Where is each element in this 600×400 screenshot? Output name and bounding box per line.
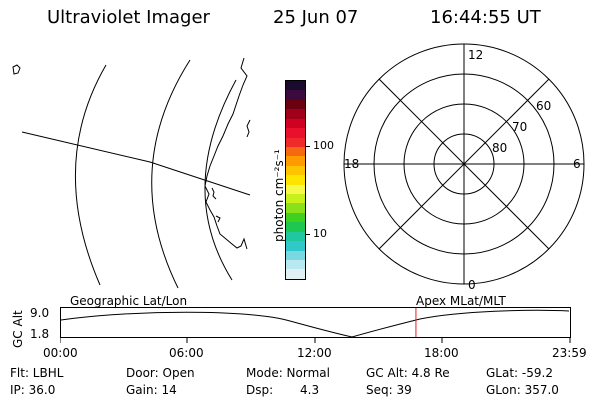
colorbar-segment [286, 118, 305, 129]
timeline-x-tick: 23:59 [552, 346, 587, 360]
colorbar-segment [286, 222, 305, 232]
map-grid-arc [151, 59, 191, 289]
colorbar-segment [286, 137, 305, 147]
seq-status: Seq: 39 [366, 383, 412, 397]
colorbar-tick-mark [306, 234, 310, 235]
ip-status: IP: 36.0 [10, 383, 56, 397]
polar-label-ring60: 60 [536, 99, 551, 113]
geographic-map [12, 57, 251, 289]
dsp-value: 4.3 [300, 383, 320, 397]
door-status: Door: Open [126, 366, 195, 380]
colorbar-segment [286, 109, 305, 119]
colorbar-segment [286, 260, 305, 270]
colorbar-segment [286, 231, 305, 242]
instrument-title: Ultraviolet Imager [47, 7, 210, 28]
polar-diagonal [378, 78, 550, 250]
colorbar-tick-label: 100 [313, 139, 334, 152]
map-coastline [204, 57, 248, 250]
colorbar-segment [286, 146, 305, 157]
colorbar-unit-label: photon cm⁻²s⁻¹ [272, 149, 286, 242]
timeline-x-tick: 12:00 [297, 346, 332, 360]
colorbar-segment [286, 99, 305, 110]
colorbar-segment [286, 184, 305, 195]
map-coastline [215, 215, 221, 223]
colorbar-segment [286, 128, 305, 138]
colorbar [285, 80, 306, 280]
timeline-x-tick: 18:00 [424, 346, 459, 360]
timeline-plot [60, 307, 571, 343]
map-grid-arc [204, 79, 237, 281]
geographic-label: Geographic Lat/Lon [70, 294, 188, 308]
colorbar-segment [286, 90, 305, 100]
dsp-label: Dsp: [246, 383, 274, 397]
date-label: 25 Jun 07 [273, 7, 359, 28]
timeline-frame [60, 307, 571, 338]
colorbar-segment [286, 165, 305, 176]
colorbar-segment [286, 175, 305, 185]
map-coastline [211, 187, 217, 200]
colorbar-segment [286, 203, 305, 213]
colorbar-segment [286, 212, 305, 223]
polar-label-right: 6 [573, 157, 581, 171]
glat-status: GLat: -59.2 [486, 366, 553, 380]
colorbar-segment [286, 81, 305, 91]
altitude-curve [60, 309, 570, 338]
map-grid-arc [75, 64, 107, 286]
colorbar-segment [286, 250, 305, 261]
timeline-y-title: GC Alt [11, 310, 25, 348]
map-track-line [21, 131, 251, 196]
timeline-y-tick: 1.8 [30, 327, 50, 341]
filter-status: Flt: LBHL [10, 366, 64, 380]
colorbar-tick-label: 10 [313, 227, 327, 240]
timeline-x-tick: 00:00 [43, 346, 78, 360]
colorbar-segment [286, 156, 305, 166]
polar-label-left: 18 [344, 157, 359, 171]
polar-label-ring70: 70 [512, 120, 527, 134]
glon-status: GLon: 357.0 [486, 383, 559, 397]
map-island [12, 64, 21, 75]
time-label: 16:44:55 UT [430, 7, 541, 28]
polar-label-bottom: 0 [468, 278, 476, 292]
colorbar-segment [286, 241, 305, 251]
colorbar-tick-mark [306, 146, 310, 147]
timeline-y-tick: 9.0 [30, 306, 50, 320]
gc-alt-status: GC Alt: 4.8 Re [366, 366, 450, 380]
mode-status: Mode: Normal [246, 366, 330, 380]
timeline-x-tick: 06:00 [169, 346, 204, 360]
polar-label-ring80: 80 [492, 141, 507, 155]
gain-status: Gain: 14 [126, 383, 177, 397]
map-coastline [246, 119, 251, 138]
colorbar-segment [286, 269, 305, 279]
polar-label-top: 12 [468, 48, 483, 62]
apex-label: Apex MLat/MLT [416, 294, 506, 308]
polar-plot: 12 18 6 0 60 70 80 [343, 43, 585, 292]
colorbar-segment [286, 194, 305, 204]
